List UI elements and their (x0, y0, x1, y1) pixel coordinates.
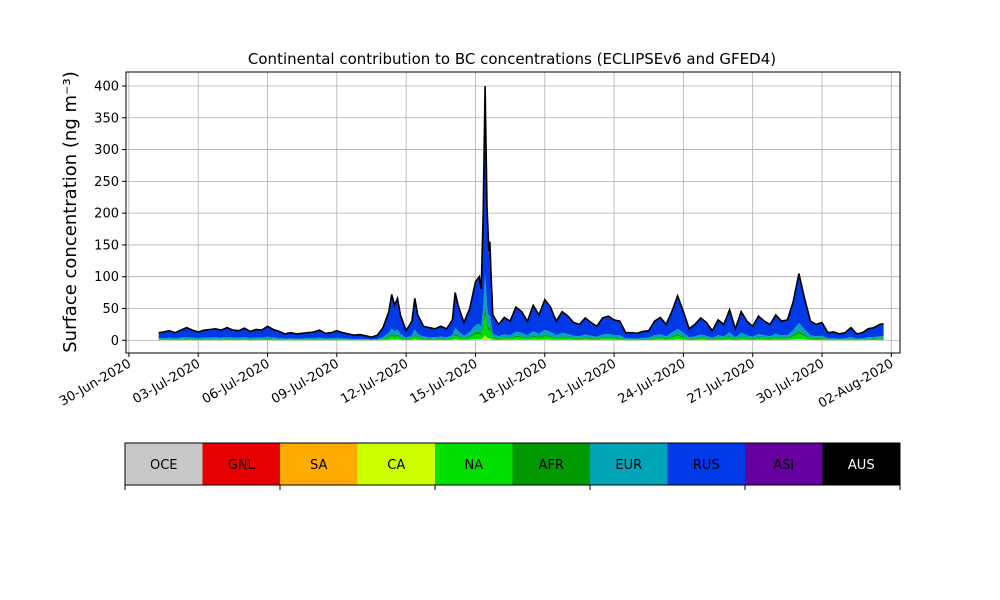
legend-item-sa: SA (280, 443, 358, 485)
y-tick-label: 100 (94, 270, 119, 285)
legend-item-gnl: GNL (202, 443, 280, 485)
x-tick-label: 12-Jul-2020 (338, 356, 411, 407)
y-tick-label: 150 (94, 238, 119, 253)
x-tick-label: 06-Jul-2020 (200, 356, 273, 407)
legend-label: NA (464, 458, 483, 473)
legend-label: OCE (150, 458, 178, 473)
legend-item-afr: AFR (512, 443, 590, 485)
y-tick-label: 400 (94, 79, 119, 94)
y-tick-label: 50 (102, 302, 119, 317)
x-tick-label: 03-Jul-2020 (130, 356, 203, 407)
legend-swatch (357, 443, 435, 485)
legend-item-ca: CA (357, 443, 435, 485)
legend-swatch (667, 443, 745, 485)
legend-swatch (125, 443, 203, 485)
y-tick-label: 200 (94, 207, 119, 222)
y-tick-label: 300 (94, 143, 119, 158)
x-tick-label: 02-Aug-2020 (816, 356, 896, 411)
legend-label: AFR (539, 458, 564, 473)
legend-item-asi: ASI (745, 443, 823, 485)
plot-frame (125, 71, 901, 354)
grid (126, 72, 900, 353)
legend-swatch (590, 443, 668, 485)
x-tick-label: 30-Jun-2020 (57, 356, 134, 409)
legend-swatch (745, 443, 823, 485)
legend-item-na: NA (435, 443, 513, 485)
y-axis-ticks: 0 50 100 150 200 250 300 350 400 (94, 79, 126, 349)
legend-item-aus: AUS (822, 443, 900, 485)
legend-label: GNL (228, 458, 256, 473)
y-tick-label: 250 (94, 175, 119, 190)
x-tick-label: 18-Jul-2020 (477, 356, 550, 407)
chart-title: Continental contribution to BC concentra… (248, 50, 776, 68)
total-series-line (158, 85, 884, 338)
legend-label: AUS (848, 458, 875, 473)
legend-label: CA (387, 458, 405, 473)
legend-item-rus: RUS (667, 443, 745, 485)
x-tick-label: 15-Jul-2020 (408, 356, 481, 407)
y-tick-label: 350 (94, 111, 119, 126)
x-tick-label: 24-Jul-2020 (616, 356, 689, 407)
legend-label: EUR (615, 458, 642, 473)
y-axis-label: Surface concentration (ng m⁻³) (60, 71, 81, 353)
legend-label: ASI (773, 458, 794, 473)
legend-swatch (435, 443, 513, 485)
legend-frame (124, 442, 901, 486)
y-tick-label: 0 (111, 334, 119, 349)
legend-colorbar: OCE GNL SA CA NA AFR EUR RUS ASI AUS (124, 442, 901, 490)
x-tick-label: 09-Jul-2020 (269, 356, 342, 407)
legend-swatch (822, 443, 900, 485)
legend-label: SA (310, 458, 327, 473)
legend-swatch (280, 443, 358, 485)
legend-item-oce: OCE (125, 443, 203, 485)
x-axis-ticks: 30-Jun-202003-Jul-202006-Jul-202009-Jul-… (57, 353, 896, 412)
legend-swatch (202, 443, 280, 485)
legend-swatch (512, 443, 590, 485)
total-line (158, 85, 884, 338)
x-tick-label: 21-Jul-2020 (546, 356, 619, 407)
legend-item-eur: EUR (590, 443, 668, 485)
legend-label: RUS (693, 458, 720, 473)
x-tick-label: 27-Jul-2020 (685, 356, 758, 407)
